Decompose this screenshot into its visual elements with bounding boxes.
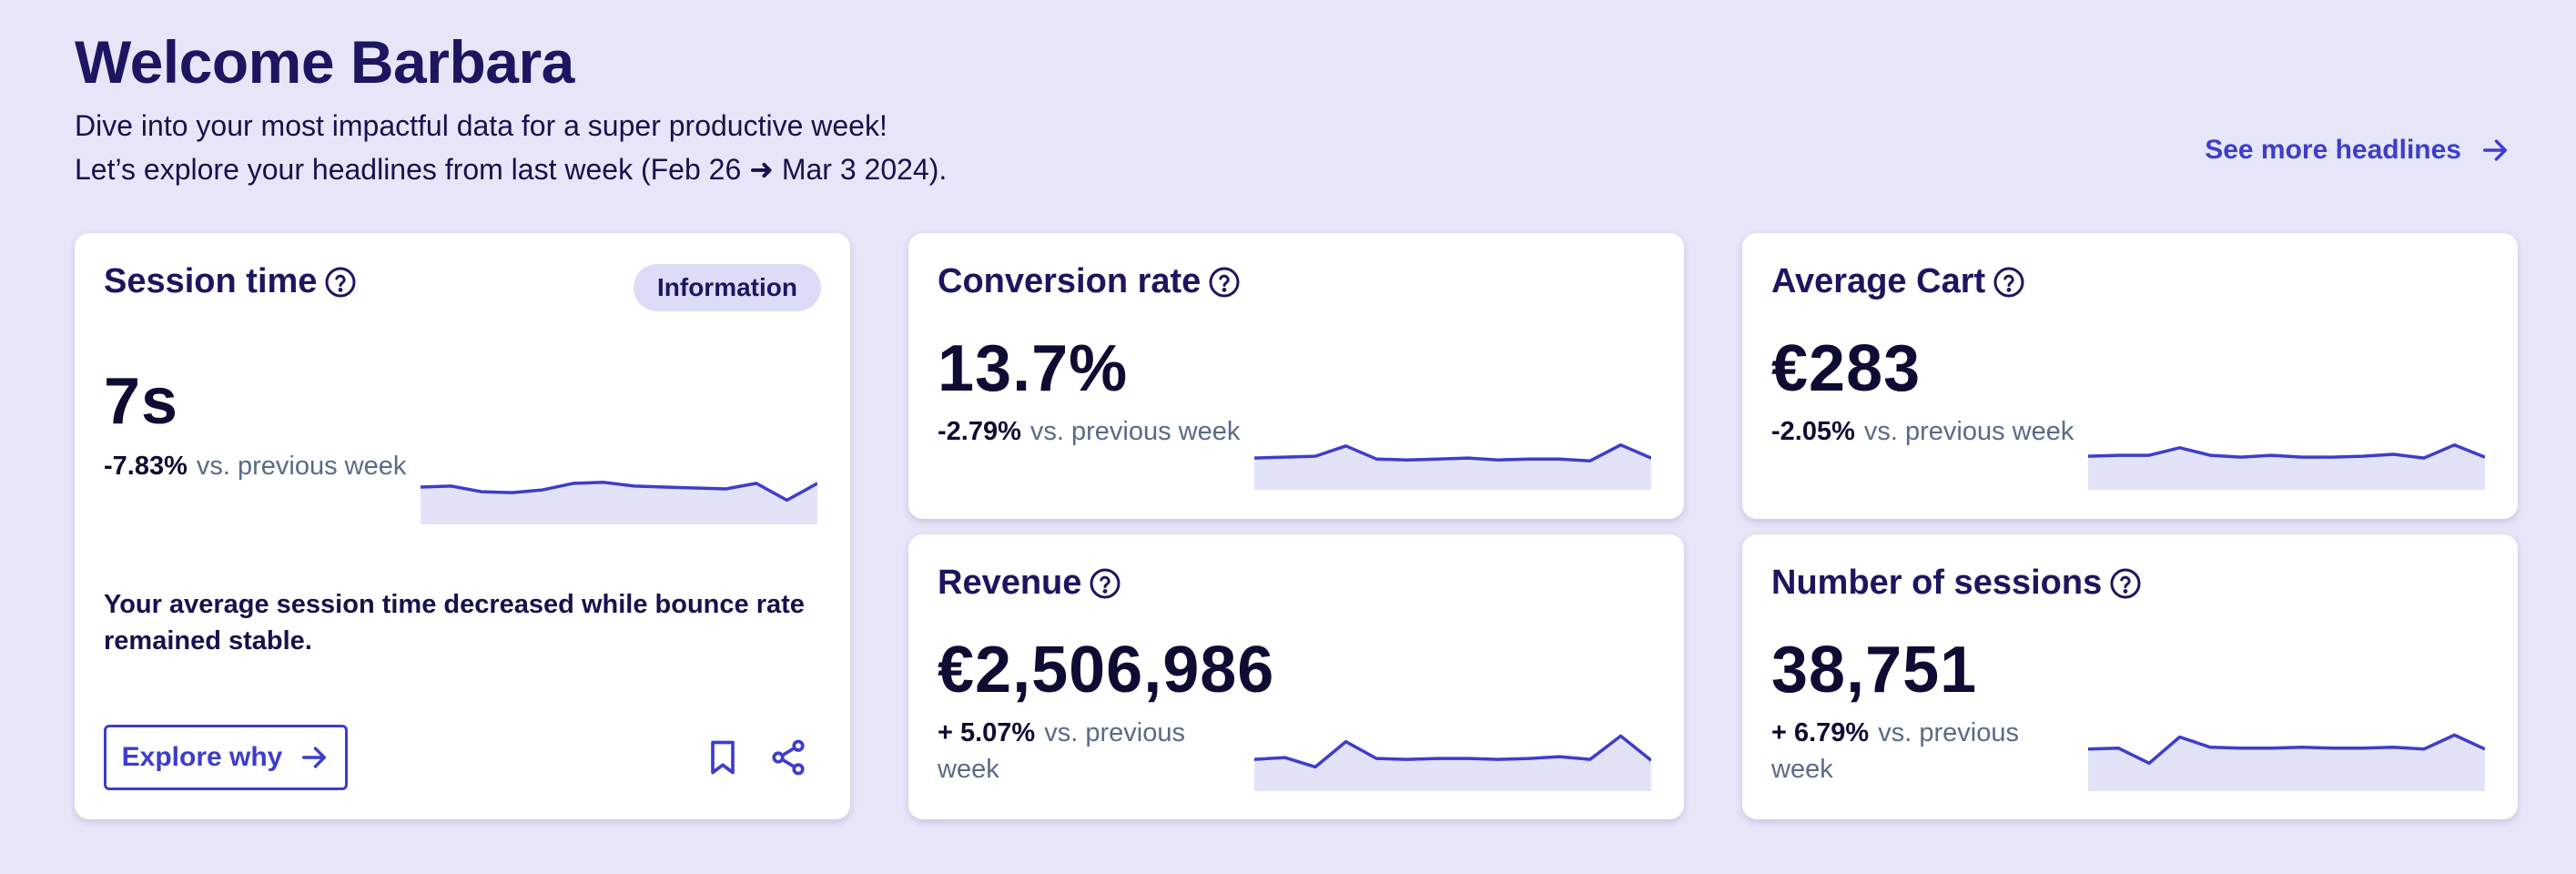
conversion-rate-value: 13.7% (938, 332, 1129, 405)
revenue-title: Revenue (938, 564, 1121, 603)
see-more-label: See more headlines (2205, 135, 2461, 165)
page-subtitle: Dive into your most impactful data for a… (75, 104, 947, 191)
explore-why-button[interactable]: Explore why (104, 725, 348, 790)
help-icon[interactable] (1993, 266, 2025, 299)
help-icon[interactable] (324, 266, 357, 299)
number-of-sessions-value: 38,751 (1771, 634, 1978, 706)
average-cart-sparkline (2088, 442, 2485, 490)
delta-text: vs. previous week (938, 718, 1185, 784)
delta-value: + 6.79% (1771, 718, 1870, 747)
page-title: Welcome Barbara (75, 28, 574, 96)
explore-why-label: Explore why (121, 742, 283, 772)
sparkline-area (1254, 736, 1651, 791)
help-icon[interactable] (2109, 567, 2142, 600)
session-time-insight: Your average session time decreased whil… (104, 590, 805, 656)
share-icon[interactable] (768, 737, 808, 777)
arrow-right-icon (302, 747, 327, 768)
help-icon[interactable] (1089, 567, 1121, 600)
help-icon[interactable] (1208, 266, 1241, 299)
sparkline-area (1254, 444, 1651, 490)
subtitle-line-2: Let’s explore your headlines from last w… (75, 153, 948, 186)
delta-text: vs. previous week (1771, 718, 2019, 784)
sparkline-line (421, 481, 817, 503)
card-title-label: Average Cart (1771, 262, 1986, 300)
session-time-sparkline (421, 481, 817, 524)
card-title-label: Conversion rate (938, 262, 1202, 300)
arrow-right-icon (2482, 139, 2508, 161)
subtitle-line-1: Dive into your most impactful data for a… (75, 109, 887, 142)
sparkline-area (421, 482, 817, 524)
number-of-sessions-title: Number of sessions (1771, 564, 2142, 603)
average-cart-value: €283 (1771, 332, 1922, 405)
sparkline-line (1254, 734, 1651, 769)
revenue-value: €2,506,986 (938, 634, 1275, 706)
delta-value: -2.05% (1771, 417, 1855, 446)
number-of-sessions-delta: + 6.79% vs. previous week (1771, 715, 2081, 788)
revenue-sparkline (1254, 734, 1651, 791)
number-of-sessions-sparkline (2088, 733, 2485, 791)
average-cart-title: Average Cart (1771, 262, 2025, 301)
conversion-rate-card: Conversion rate 13.7% -2.79% vs. previous… (908, 233, 1684, 519)
average-cart-delta: -2.05% vs. previous week (1771, 413, 2081, 450)
delta-text: vs. previous week (1863, 417, 2074, 446)
conversion-rate-sparkline (1254, 442, 1651, 490)
session-time-delta: -7.83% vs. previous week (104, 448, 413, 484)
delta-value: + 5.07% (938, 718, 1036, 747)
sparkline-line (2088, 733, 2485, 766)
session-time-card: Session time Information 7s -7.83% vs. pr… (75, 233, 850, 819)
sparkline-area (2088, 444, 2485, 490)
card-title-label: Number of sessions (1771, 564, 2103, 602)
conversion-rate-title: Conversion rate (938, 262, 1241, 301)
card-title-label: Session time (104, 262, 318, 300)
average-cart-card: Average Cart €283 -2.05% vs. previous wee… (1742, 233, 2518, 519)
information-badge: Information (634, 264, 821, 311)
session-time-value: 7s (104, 365, 179, 438)
sparkline-line (1254, 442, 1651, 462)
session-time-title: Session time (104, 262, 357, 301)
delta-value: -2.79% (938, 417, 1021, 446)
revenue-delta: + 5.07% vs. previous week (938, 715, 1247, 788)
page-header: Welcome Barbara Dive into your most impa… (75, 25, 947, 191)
delta-text: vs. previous week (1029, 417, 1241, 446)
card-title-label: Revenue (938, 564, 1082, 602)
see-more-headlines-link[interactable]: See more headlines (2205, 135, 2510, 166)
conversion-rate-delta: -2.79% vs. previous week (938, 413, 1247, 450)
delta-text: vs. previous week (196, 452, 407, 481)
sparkline-line (2088, 442, 2485, 460)
number-of-sessions-card: Number of sessions 38,751 + 6.79% vs. pre… (1742, 534, 2518, 819)
delta-value: -7.83% (104, 452, 188, 481)
revenue-card: Revenue €2,506,986 + 5.07% vs. previous w… (908, 534, 1684, 819)
bookmark-icon[interactable] (703, 737, 743, 777)
